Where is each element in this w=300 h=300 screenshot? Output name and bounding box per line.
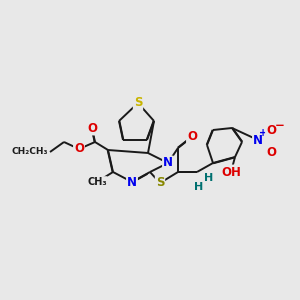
Text: N: N <box>163 157 173 169</box>
Text: CH₂CH₃: CH₂CH₃ <box>11 148 48 157</box>
Text: −: − <box>275 119 285 133</box>
Text: S: S <box>156 176 164 190</box>
Text: O: O <box>74 142 84 155</box>
Text: O: O <box>87 122 97 134</box>
Text: O: O <box>266 124 276 137</box>
Text: H: H <box>194 182 204 192</box>
Text: CH₃: CH₃ <box>87 177 107 187</box>
Text: O: O <box>266 146 276 158</box>
Text: H: H <box>204 173 214 183</box>
Text: ethyl: ethyl <box>20 147 48 157</box>
Text: +: + <box>259 128 267 138</box>
Text: S: S <box>134 97 142 110</box>
Text: O: O <box>187 130 197 143</box>
Text: OH: OH <box>221 166 241 178</box>
Text: N: N <box>253 134 263 146</box>
Text: N: N <box>127 176 137 188</box>
